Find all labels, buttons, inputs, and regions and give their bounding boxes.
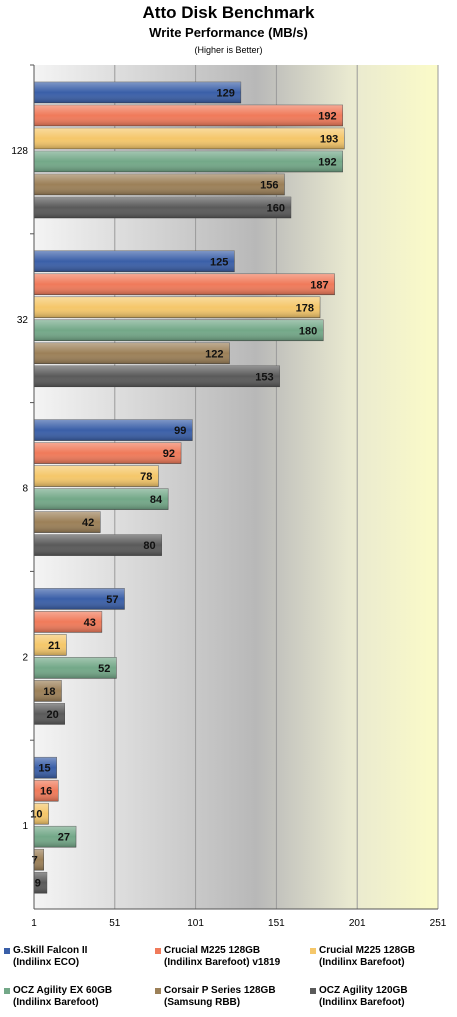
data-label: 99: [174, 425, 186, 437]
data-label: 84: [150, 494, 163, 506]
data-label: 92: [163, 448, 175, 460]
data-label: 193: [320, 134, 338, 146]
x-tick-label: 151: [268, 918, 285, 929]
y-tick-label: 32: [17, 315, 29, 326]
data-label: 10: [30, 809, 42, 821]
data-label: 160: [267, 203, 285, 215]
legend-swatch: [4, 948, 10, 954]
bar-shade: [34, 151, 343, 172]
bar-shade: [34, 197, 291, 218]
bar-shade: [34, 419, 193, 441]
chart-note: (Higher is Better): [194, 45, 263, 55]
x-tick-label: 101: [187, 918, 204, 929]
bar-shade: [34, 342, 230, 364]
bar-shade: [34, 634, 67, 656]
y-tick-label: 128: [11, 146, 28, 157]
data-label: 20: [46, 709, 58, 721]
data-label: 9: [35, 878, 41, 890]
bar-shade: [34, 803, 49, 825]
bar-shade: [34, 365, 280, 387]
legend-label: OCZ Agility EX 60GB (Indilinx Barefoot): [13, 985, 113, 1008]
x-tick-label: 51: [109, 918, 121, 929]
data-label: 122: [205, 348, 223, 360]
bar-shade: [34, 534, 162, 556]
data-label: 15: [38, 763, 50, 775]
legend-label: G.Skill Falcon II (Indilinx ECO): [13, 945, 88, 968]
x-tick-label: 1: [31, 918, 37, 929]
bar-shade: [34, 105, 343, 126]
bar-shade: [34, 780, 59, 802]
legend-swatch: [310, 948, 316, 954]
data-label: 192: [318, 111, 336, 123]
bar-shade: [34, 442, 182, 464]
data-label: 153: [255, 371, 273, 383]
data-label: 180: [299, 325, 317, 337]
bar-shade: [34, 511, 101, 533]
data-label: 80: [143, 540, 155, 552]
bar-shade: [34, 872, 47, 894]
bar-shade: [34, 273, 335, 295]
legend-swatch: [155, 988, 161, 994]
bar-shade: [34, 82, 241, 103]
data-label: 125: [210, 256, 228, 268]
legend-swatch: [155, 948, 161, 954]
data-label: 43: [84, 617, 96, 629]
legend-swatch: [310, 988, 316, 994]
y-tick-label: 2: [22, 652, 28, 663]
bar-chart: 1291921931921561601251871781801221539992…: [11, 64, 447, 929]
bar-shade: [34, 465, 159, 487]
chart-legend: G.Skill Falcon II (Indilinx ECO) Crucial …: [0, 945, 457, 1017]
legend-swatch: [4, 988, 10, 994]
bar-shade: [34, 757, 57, 779]
data-label: 52: [98, 663, 110, 675]
x-tick-label: 201: [349, 918, 366, 929]
data-label: 16: [40, 786, 52, 798]
y-tick-label: 8: [22, 484, 28, 495]
data-label: 187: [310, 279, 328, 291]
legend-label: OCZ Agility 120GB (Indilinx Barefoot): [319, 985, 408, 1008]
data-label: 129: [216, 88, 234, 100]
chart-title: Atto Disk Benchmark: [142, 3, 315, 22]
bar-shade: [34, 250, 235, 272]
bar-shade: [34, 680, 62, 702]
bar-shade: [34, 174, 285, 195]
legend-label: Corsair P Series 128GB (Samsung RBB): [164, 985, 276, 1008]
data-label: 178: [296, 302, 314, 314]
data-label: 156: [260, 180, 278, 192]
bar-shade: [34, 611, 102, 633]
data-label: 57: [106, 594, 118, 606]
data-label: 78: [140, 471, 152, 483]
bar-shade: [34, 849, 44, 871]
bar-shade: [34, 657, 117, 679]
bar-shade: [34, 588, 125, 610]
legend-label: Crucial M225 128GB (Indilinx Barefoot): [319, 945, 416, 968]
data-label: 42: [82, 517, 94, 529]
data-label: 18: [43, 686, 55, 698]
bar-shade: [34, 319, 324, 341]
data-label: 192: [318, 157, 336, 169]
bar-shade: [34, 488, 169, 510]
bar-shade: [34, 826, 77, 848]
bar-shade: [34, 296, 321, 318]
y-tick-label: 1: [22, 821, 28, 832]
legend-label: Crucial M225 128GB (Indilinx Barefoot) v…: [164, 945, 281, 968]
data-label: 7: [32, 855, 38, 867]
data-label: 27: [58, 832, 70, 844]
data-label: 21: [48, 640, 60, 652]
bar-shade: [34, 703, 65, 725]
chart-subtitle: Write Performance (MB/s): [149, 25, 308, 40]
bar-shade: [34, 128, 345, 149]
x-tick-label: 251: [430, 918, 447, 929]
